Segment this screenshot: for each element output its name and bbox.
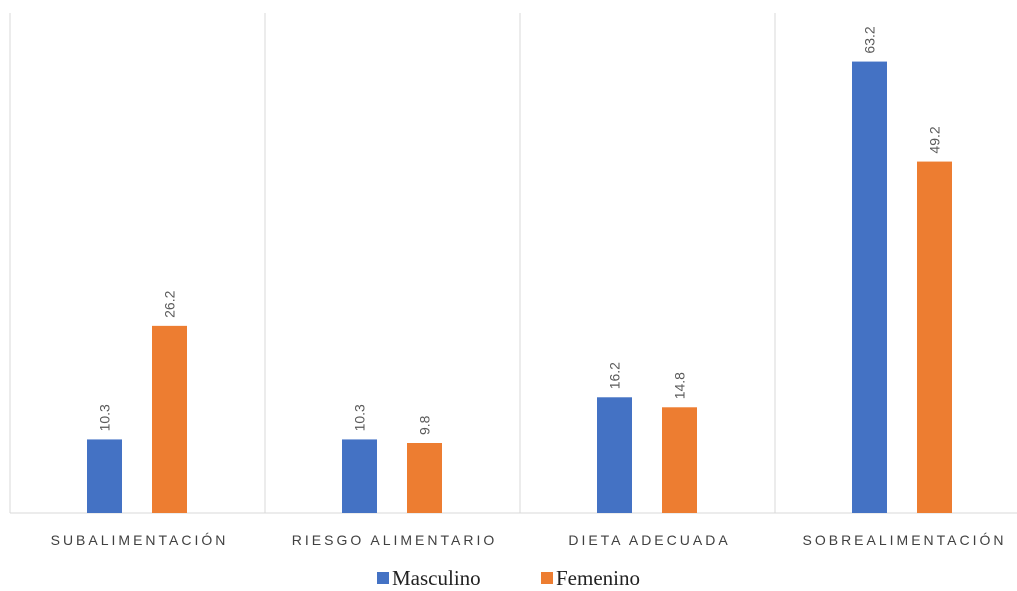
value-label: 49.2 [927, 126, 943, 153]
bar [662, 407, 697, 513]
x-tick-label: SOBREALIMENTACIÓN [803, 532, 1007, 548]
value-label: 9.8 [417, 415, 433, 435]
value-label: 26.2 [162, 290, 178, 317]
value-label: 16.2 [607, 362, 623, 389]
value-label: 14.8 [672, 372, 688, 399]
x-tick-label: DIETA ADECUADA [568, 532, 730, 548]
bar [407, 443, 442, 513]
legend-swatch [377, 572, 389, 584]
value-label: 10.3 [97, 404, 113, 431]
value-label: 10.3 [352, 404, 368, 431]
x-tick-label: SUBALIMENTACIÓN [51, 532, 229, 548]
bar [87, 439, 122, 513]
x-tick-label: RIESGO ALIMENTARIO [292, 532, 497, 548]
bar [852, 61, 887, 513]
legend-swatch [541, 572, 553, 584]
legend-label: Femenino [556, 566, 640, 590]
legend-label: Masculino [392, 566, 481, 590]
bar [597, 397, 632, 513]
value-label: 63.2 [862, 26, 878, 53]
bar [342, 439, 377, 513]
bar [152, 325, 187, 513]
bar [917, 161, 952, 514]
